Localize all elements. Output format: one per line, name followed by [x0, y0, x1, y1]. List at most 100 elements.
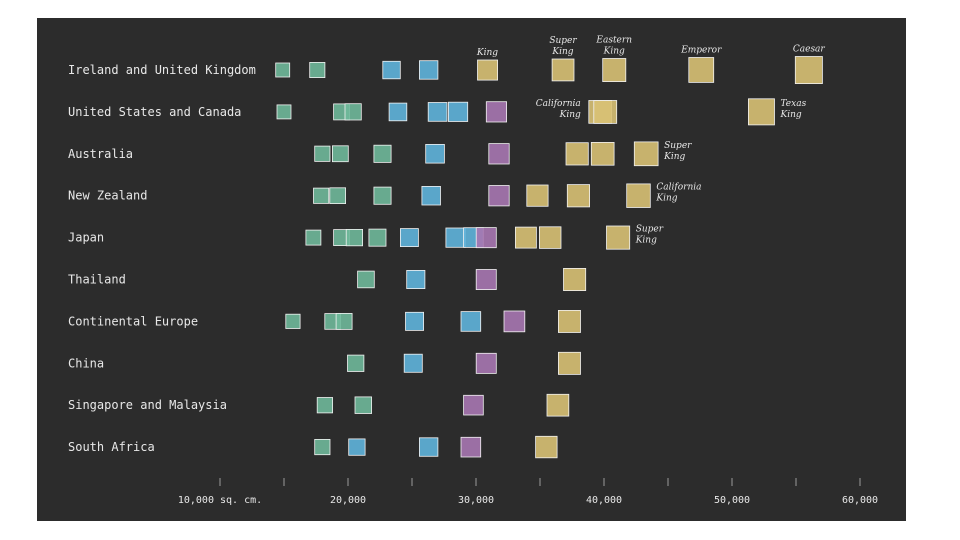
bed-size-mark [373, 144, 392, 163]
bed-size-mark [314, 438, 331, 456]
bed-name-annotation: California [656, 183, 701, 193]
bed-size-mark [485, 101, 507, 123]
bed-size-mark [626, 183, 651, 208]
row-label: South Africa [68, 440, 155, 454]
bed-size-mark [535, 435, 558, 459]
bed-size-mark [447, 101, 469, 122]
row-label: Continental Europe [68, 314, 198, 328]
x-tick-label: 10,000 sq. cm. [178, 495, 262, 506]
bed-size-mark [316, 397, 334, 414]
x-tick-label: 60,000 [842, 495, 878, 506]
bed-size-mark [445, 227, 466, 248]
bed-size-mark [606, 225, 631, 250]
row-label: Japan [68, 231, 104, 245]
bed-name-annotation: King [780, 110, 802, 120]
bed-size-mark [354, 396, 373, 414]
bed-size-mark [373, 186, 392, 205]
bed-size-mark [347, 354, 365, 372]
bed-size-mark [794, 56, 823, 85]
bed-size-mark [329, 187, 346, 205]
bed-size-mark [475, 269, 497, 291]
chart-panel: Ireland and United Kingdom United States … [37, 18, 906, 521]
bed-size-mark [565, 142, 589, 166]
bed-size-mark [399, 228, 419, 248]
row-label: China [68, 356, 104, 370]
bed-size-mark [460, 311, 482, 332]
bed-size-mark [602, 58, 627, 83]
bed-size-mark [463, 394, 484, 416]
bed-size-mark [405, 311, 425, 331]
bed-name-annotation: Super [636, 225, 664, 235]
bed-size-mark [425, 144, 445, 164]
bed-size-mark [305, 229, 322, 246]
bed-marks [275, 56, 823, 459]
bed-size-mark [335, 312, 353, 330]
bed-size-mark [418, 437, 439, 457]
bed-name-annotation: King [655, 194, 677, 204]
bed-size-mark [526, 184, 549, 207]
x-tick-label: 40,000 [586, 495, 622, 506]
bed-size-mark [475, 227, 497, 249]
bed-size-mark [421, 185, 441, 206]
bed-name-annotation: King [663, 152, 685, 162]
x-tick-label: 30,000 [458, 495, 494, 506]
bed-size-mark [633, 141, 659, 167]
row-label: Thailand [68, 273, 126, 287]
bed-size-mark [275, 62, 291, 78]
row-label: Australia [68, 147, 133, 161]
bed-size-mark [460, 436, 482, 458]
bed-name-annotation: King [603, 47, 625, 57]
bed-size-mark [344, 103, 362, 121]
bed-name-annotation: Caesar [793, 45, 826, 55]
bed-size-mark [382, 60, 401, 80]
bed-size-mark [748, 98, 775, 126]
bed-size-mark [418, 60, 439, 80]
bed-name-annotation: California [536, 99, 581, 109]
bed-size-mark [538, 226, 562, 249]
row-labels: Ireland and United Kingdom United States … [68, 63, 256, 454]
bed-size-chart: Ireland and United Kingdom United States … [68, 36, 878, 507]
bed-size-mark [488, 185, 510, 207]
bed-size-mark [475, 352, 497, 374]
bed-size-mark [406, 269, 426, 289]
bed-name-annotation: King [559, 110, 581, 120]
bed-size-mark [514, 226, 537, 249]
bed-size-mark [285, 313, 301, 329]
bed-size-mark [357, 270, 375, 289]
bed-size-mark [427, 102, 448, 122]
bed-size-mark [566, 184, 590, 208]
row-label: New Zealand [68, 189, 147, 203]
bed-size-mark [488, 143, 510, 165]
bed-size-mark [314, 145, 331, 162]
row-label: Ireland and United Kingdom [68, 63, 256, 77]
x-tick-label: 50,000 [714, 495, 750, 506]
x-axis: 10,000 sq. cm. 20,000 30,000 40,000 50,000 60… [178, 478, 878, 506]
bed-name-annotation: Emperor [680, 46, 722, 56]
bed-size-mark [477, 59, 499, 81]
bed-size-mark [546, 393, 570, 417]
bed-name-annotation: Texas [781, 99, 807, 109]
bed-size-mark [313, 187, 330, 204]
bed-size-mark [688, 57, 715, 83]
bed-size-mark [558, 351, 581, 375]
bed-name-annotation: King [635, 236, 657, 246]
bed-size-mark [331, 145, 349, 163]
bed-size-mark [403, 353, 423, 373]
bed-size-mark [593, 100, 618, 124]
row-label: United States and Canada [68, 105, 241, 119]
bed-size-mark [558, 309, 581, 333]
bed-name-annotation: Super [664, 141, 692, 151]
bed-size-mark [503, 310, 526, 333]
bed-size-mark [368, 228, 387, 247]
bed-size-mark [563, 267, 587, 291]
bed-size-mark [309, 62, 326, 79]
bed-size-mark [348, 438, 366, 456]
bed-size-mark [551, 58, 575, 82]
bed-name-annotation: Eastern [595, 36, 632, 46]
bed-size-mark [276, 104, 292, 120]
bed-name-annotation: King [551, 47, 573, 57]
bed-size-mark [590, 142, 615, 166]
bed-name-annotation: Super [549, 36, 577, 46]
bed-name-annotation: King [476, 48, 498, 58]
